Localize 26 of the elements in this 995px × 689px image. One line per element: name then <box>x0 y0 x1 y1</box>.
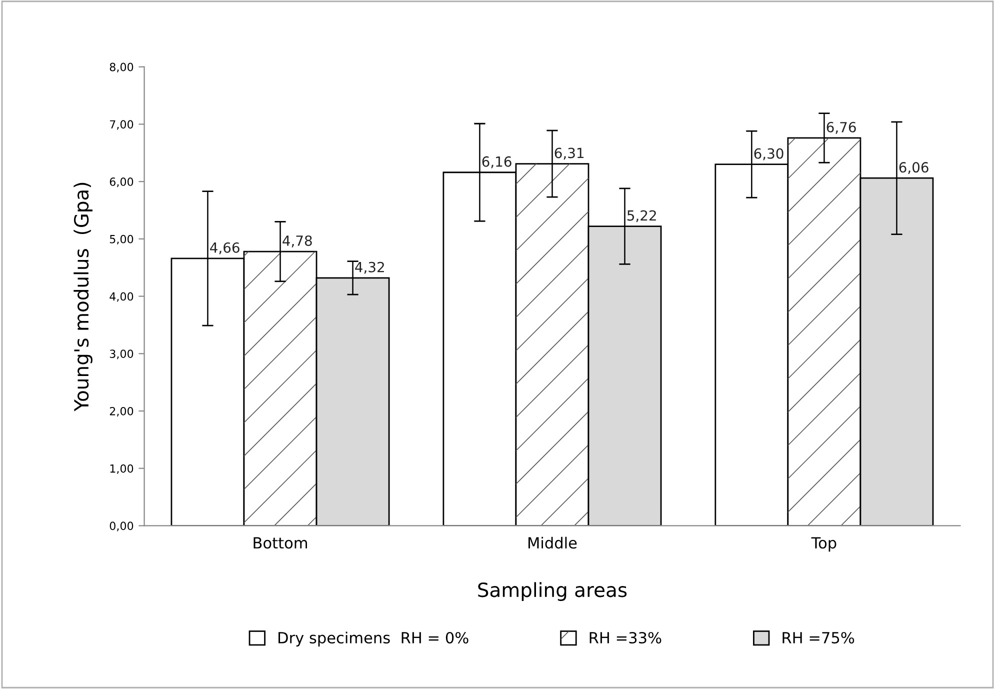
y-tick-label: 0,00 <box>110 522 134 532</box>
x-tick-label: Top <box>811 537 836 552</box>
data-label: 6,31 <box>554 148 584 160</box>
y-tick-label: 7,00 <box>110 120 134 130</box>
data-label: 4,78 <box>282 235 312 248</box>
y-axis-title: Young's modulus (Gpa) <box>74 182 92 412</box>
data-label: 4,32 <box>355 262 384 274</box>
y-tick-label: 3,00 <box>110 350 134 360</box>
y-tick-label: 8,00 <box>110 62 134 72</box>
legend-label: RH =75% <box>782 632 854 644</box>
y-tick-label: 4,00 <box>110 292 134 302</box>
x-tick-label: Middle <box>528 536 577 549</box>
data-label: 6,16 <box>482 156 512 168</box>
data-label: 6,30 <box>754 148 784 160</box>
y-tick-label: 6,00 <box>110 178 134 188</box>
legend-label: Dry specimens RH = 0% <box>278 632 468 646</box>
y-tick-label: 5,00 <box>110 234 134 244</box>
data-label: 6,76 <box>826 122 856 134</box>
x-axis-title: Sampling areas <box>478 582 627 601</box>
data-label: 6,06 <box>899 162 928 174</box>
data-label: 5,22 <box>627 210 656 222</box>
y-tick-label: 2,00 <box>110 406 134 416</box>
data-label: 4,66 <box>210 242 240 254</box>
y-tick-label: 1,00 <box>110 464 134 474</box>
legend-label: RH =33% <box>590 632 662 644</box>
x-tick-label: Bottom <box>254 537 307 549</box>
